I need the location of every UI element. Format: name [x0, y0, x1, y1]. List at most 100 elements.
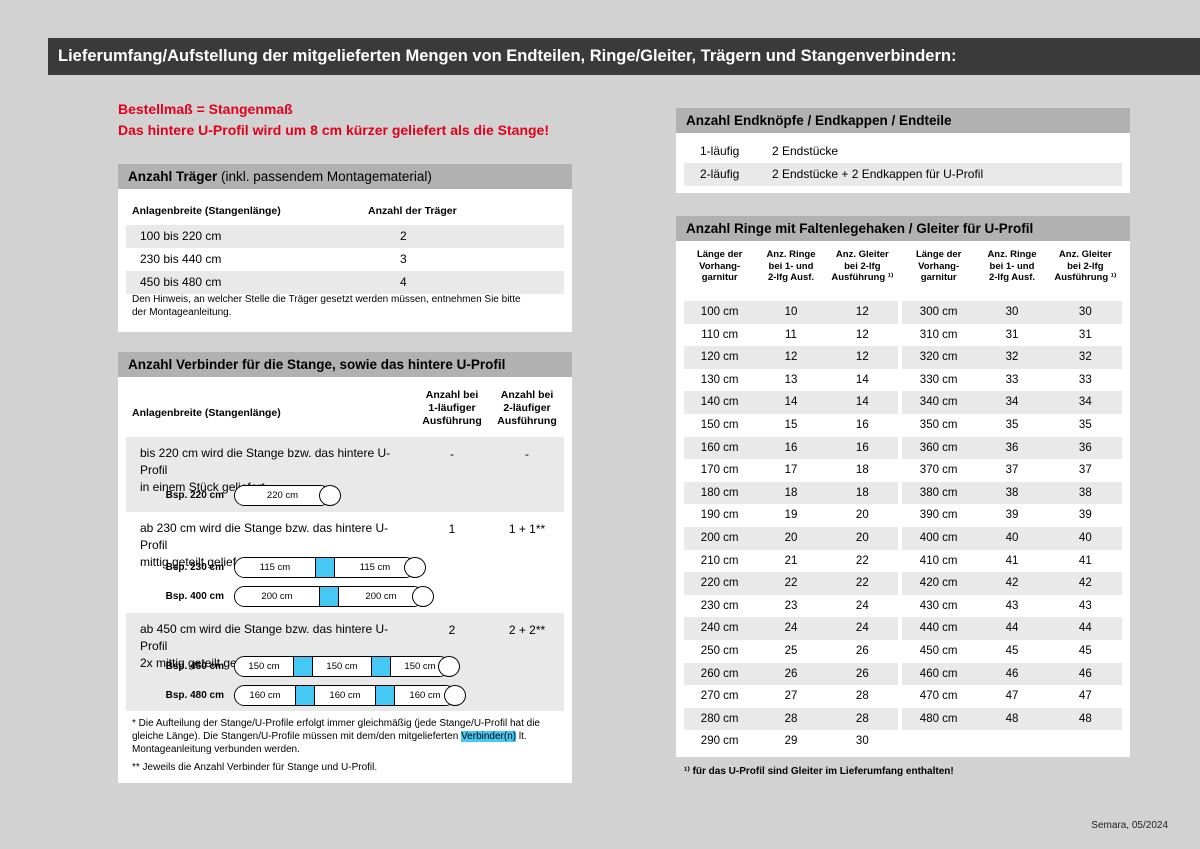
gleiter-value: 34: [1078, 396, 1092, 409]
verbinder-section-ab-230: ab 230 cm wird die Stange bzw. das hinte…: [126, 512, 564, 613]
rod-segment: 115 cm: [235, 557, 315, 577]
laenge-value: 220 cm: [700, 577, 739, 590]
ringe-table-row: 160 cm 16 16: [684, 436, 898, 460]
gleiter-value: 12: [855, 351, 869, 364]
traeger-count-value: 4: [400, 275, 407, 289]
ringe-value: 40: [1005, 531, 1019, 544]
section-header-endteile: Anzahl Endknöpfe / Endkappen / Endteile: [676, 108, 1130, 133]
gleiter-value: 36: [1078, 441, 1092, 454]
ringe-table-row: 410 cm 41 41: [902, 550, 1122, 573]
document-footer: Semara, 05/2024: [1091, 820, 1168, 831]
value-1laeufig: -: [450, 447, 454, 461]
rod-end-knob-icon: [438, 655, 460, 677]
laenge-value: 430 cm: [919, 599, 958, 612]
ringe-table-row: 300 cm 30 30: [902, 301, 1122, 324]
rod-body: 220 cm: [234, 484, 331, 506]
anlagenbreite-value: 450 bis 480 cm: [140, 275, 222, 289]
ringe-value: 16: [784, 441, 798, 454]
verbinder-connector-icon: [295, 685, 315, 705]
example-label: Bsp. 230 cm: [165, 561, 224, 573]
footnote-1-highlight: Verbinder(n): [461, 731, 517, 742]
ringe-table-row: 440 cm 44 44: [902, 617, 1122, 640]
laenge-value: 380 cm: [919, 486, 958, 499]
rod-body: 160 cm 160 cm 160 cm: [234, 684, 456, 706]
gleiter-value: 45: [1078, 644, 1092, 657]
laenge-value: 110 cm: [701, 328, 739, 341]
verbinder-connector-icon: [293, 656, 313, 676]
value-1laeufig: 1: [448, 522, 456, 536]
traeger-table-row: 230 bis 440 cm 3: [126, 248, 564, 271]
laenge-value: 480 cm: [919, 712, 958, 725]
ringe-table-row: 180 cm 18 18: [684, 481, 898, 505]
laenge-value: 170 cm: [700, 464, 739, 477]
endteile-row-2laeufig: 2-läufig 2 Endstücke + 2 Endkappen für U…: [684, 163, 1122, 186]
verbinder-col-anlagenbreite: Anlagenbreite (Stangenlänge): [132, 407, 281, 419]
laenge-value: 130 cm: [700, 373, 739, 386]
laenge-value: 460 cm: [919, 667, 958, 680]
example-label: Bsp. 450 cm: [165, 660, 224, 672]
laenge-value: 410 cm: [919, 554, 958, 567]
rod-segment: 150 cm: [235, 656, 293, 676]
verbinder-table: Anlagenbreite (Stangenlänge) Anzahl bei …: [118, 377, 572, 783]
example-row-220: Bsp. 220 cm 220 cm: [126, 483, 341, 507]
rod-segment: 220 cm: [235, 485, 330, 505]
gleiter-value: 18: [855, 464, 869, 477]
ringe-value: 38: [1005, 486, 1019, 499]
ringe-table-row: 470 cm 47 47: [902, 685, 1122, 708]
example-row-480: Bsp. 480 cm 160 cm 160 cm 160 cm: [126, 683, 466, 707]
ringe-value: 44: [1005, 622, 1019, 635]
endteile-table: 1-läufig 2 Endstücke 2-läufig 2 Endstück…: [676, 133, 1130, 193]
ringe-table-row: 430 cm 43 43: [902, 595, 1122, 618]
ringe-value: 26: [784, 667, 798, 680]
gleiter-value: 31: [1078, 328, 1092, 341]
ringe-table-row: 370 cm 37 37: [902, 459, 1122, 482]
ringe-table-row: 150 cm 15 16: [684, 414, 898, 437]
anlagenbreite-value: 100 bis 220 cm: [140, 229, 222, 243]
section-header-traeger-rest: (inkl. passendem Montagematerial): [217, 169, 432, 184]
rod-segment: 200 cm: [235, 586, 319, 606]
traeger-table-row: 100 bis 220 cm 2: [126, 225, 564, 248]
gleiter-value: 35: [1078, 418, 1092, 431]
footnote-1-post: lt. Montageanleitung verbunden werden.: [132, 731, 527, 755]
ringe-table-row: 380 cm 38 38: [902, 481, 1122, 505]
laenge-value: 340 cm: [919, 396, 958, 409]
verbinder-connector-icon: [375, 685, 395, 705]
ringe-table-header: Länge der Vorhang- garnitur Anz. Ringe b…: [902, 241, 1122, 297]
ringe-table-row: 280 cm 28 28: [684, 707, 898, 731]
example-row-450: Bsp. 450 cm 150 cm 150 cm 150 cm: [126, 654, 460, 678]
verbinder-section-bis-220: bis 220 cm wird die Stange bzw. das hint…: [126, 437, 564, 512]
section-header-ringe: Anzahl Ringe mit Faltenlegehaken / Gleit…: [676, 216, 1130, 241]
endteile-value: 2 Endstücke + 2 Endkappen für U-Profil: [772, 167, 984, 181]
traeger-count-value: 2: [400, 229, 407, 243]
gleiter-value: 24: [855, 622, 869, 635]
rod-end-knob-icon: [444, 684, 466, 706]
ringe-table-row: 400 cm 40 40: [902, 526, 1122, 550]
verbinder-col-2laeufig: Anzahl bei 2-läufiger Ausführung: [497, 389, 557, 427]
ringe-value: 18: [784, 486, 798, 499]
laenge-value: 120 cm: [700, 351, 739, 364]
gleiter-value: 47: [1078, 690, 1092, 703]
gleiter-value: 40: [1078, 531, 1092, 544]
example-label: Bsp. 220 cm: [165, 489, 224, 501]
ringe-value: 47: [1005, 690, 1019, 703]
gleiter-value: 39: [1078, 509, 1092, 522]
ringe-value: 13: [784, 373, 798, 386]
laenge-value: 240 cm: [700, 622, 739, 635]
ringe-value: 11: [785, 328, 797, 341]
rod-end-knob-icon: [404, 556, 426, 578]
ringe-value: 17: [784, 464, 798, 477]
gleiter-value: 44: [1078, 622, 1092, 635]
verbinder-footnote-2: ** Jeweils die Anzahl Verbinder für Stan…: [132, 762, 378, 773]
ringe-value: 21: [784, 554, 798, 567]
ringe-table-row: 460 cm 46 46: [902, 662, 1122, 686]
gleiter-value: 26: [855, 644, 869, 657]
ringe-value: 28: [784, 712, 798, 725]
gleiter-value: 12: [855, 306, 869, 318]
example-row-400: Bsp. 400 cm 200 cm 200 cm: [126, 584, 434, 608]
verbinder-footnote-1: * Die Aufteilung der Stange/U-Profile er…: [132, 717, 568, 756]
rod-end-knob-icon: [319, 484, 341, 506]
ringe-value: 48: [1005, 712, 1019, 725]
gleiter-value: 18: [855, 486, 869, 499]
ringe-table-row: 350 cm 35 35: [902, 414, 1122, 437]
ringe-value: 15: [784, 418, 798, 431]
